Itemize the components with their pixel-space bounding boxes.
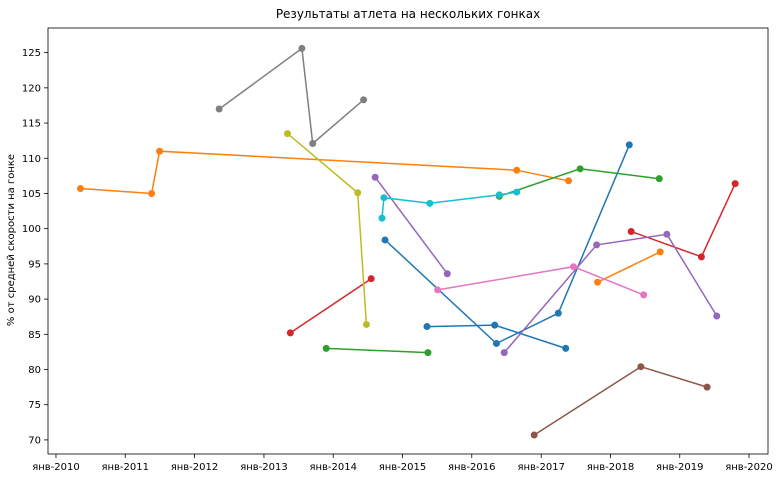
data-point: [513, 166, 521, 174]
series-line: [384, 144, 630, 345]
data-point: [367, 275, 375, 283]
x-tick-label: янв-2016: [448, 462, 496, 473]
chart-title: Результаты атлета на нескольких гонках: [276, 7, 540, 21]
series-line: [597, 251, 661, 283]
data-point: [283, 130, 291, 138]
data-point: [594, 278, 602, 286]
y-tick-label: 110: [22, 154, 41, 165]
y-tick-label: 70: [28, 435, 41, 446]
data-point: [569, 263, 577, 271]
data-point: [637, 363, 645, 371]
y-tick-label: 125: [22, 48, 41, 59]
plot-area: [76, 44, 739, 439]
data-point: [492, 339, 500, 347]
y-tick-label: 105: [22, 189, 41, 200]
y-tick-label: 95: [28, 259, 41, 270]
data-point: [495, 191, 503, 199]
data-point: [360, 96, 368, 104]
x-tick-label: янв-2014: [309, 462, 357, 473]
x-tick-label: янв-2019: [656, 462, 704, 473]
data-point: [491, 321, 499, 329]
y-tick-label: 80: [28, 365, 41, 376]
data-point: [500, 349, 508, 357]
series-line: [503, 233, 718, 354]
series-line: [326, 347, 428, 354]
axes-frame: [47, 27, 769, 455]
data-point: [443, 270, 451, 278]
data-point: [371, 173, 379, 181]
x-tick-label: янв-2012: [171, 462, 219, 473]
x-tick-label: янв-2017: [517, 462, 565, 473]
data-point: [697, 253, 705, 261]
series-line: [374, 176, 448, 275]
data-point: [156, 147, 164, 155]
data-point: [593, 241, 601, 249]
data-point: [362, 320, 370, 328]
data-point: [713, 312, 721, 320]
y-tick-label: 120: [22, 83, 41, 94]
data-point: [530, 431, 538, 439]
data-point: [215, 105, 223, 113]
data-point: [554, 309, 562, 317]
series-line: [630, 183, 736, 258]
series-line: [218, 47, 365, 145]
data-point: [731, 180, 739, 188]
data-point: [380, 194, 388, 202]
y-tick-label: 100: [22, 224, 41, 235]
x-tick-label: янв-2013: [240, 462, 288, 473]
x-tick-label: янв-2015: [379, 462, 427, 473]
y-tick-label: 75: [28, 400, 41, 411]
data-point: [378, 214, 386, 222]
data-point: [322, 344, 330, 352]
data-point: [655, 175, 663, 183]
data-point: [76, 185, 84, 193]
x-tick-label: янв-2020: [725, 462, 773, 473]
x-tick-label: янв-2010: [32, 462, 80, 473]
series-line: [80, 150, 569, 195]
data-point: [656, 248, 664, 256]
y-tick-label: 115: [22, 119, 41, 130]
data-point: [424, 349, 432, 357]
data-point: [381, 236, 389, 244]
data-point: [513, 188, 521, 196]
y-tick-label: 85: [28, 330, 41, 341]
data-point: [354, 189, 362, 197]
data-point: [309, 139, 317, 147]
data-point: [426, 199, 434, 207]
x-tick-label: янв-2018: [587, 462, 635, 473]
data-point: [640, 291, 648, 299]
data-point: [565, 177, 573, 185]
data-point: [576, 165, 584, 173]
data-point: [663, 230, 671, 238]
data-point: [562, 344, 570, 352]
data-point: [625, 141, 633, 149]
data-point: [627, 227, 635, 235]
data-point: [148, 189, 156, 197]
data-point: [286, 329, 294, 337]
x-tick-label: янв-2011: [101, 462, 149, 473]
y-axis-label: % от средней скорости на гонке: [6, 154, 17, 326]
series-line: [289, 278, 372, 334]
y-tick-label: 90: [28, 295, 41, 306]
series-line: [437, 265, 644, 296]
series-line: [499, 168, 660, 198]
data-point: [298, 44, 306, 52]
data-point: [434, 286, 442, 294]
series-line: [533, 365, 708, 436]
data-point: [703, 383, 711, 391]
data-point: [423, 323, 431, 331]
